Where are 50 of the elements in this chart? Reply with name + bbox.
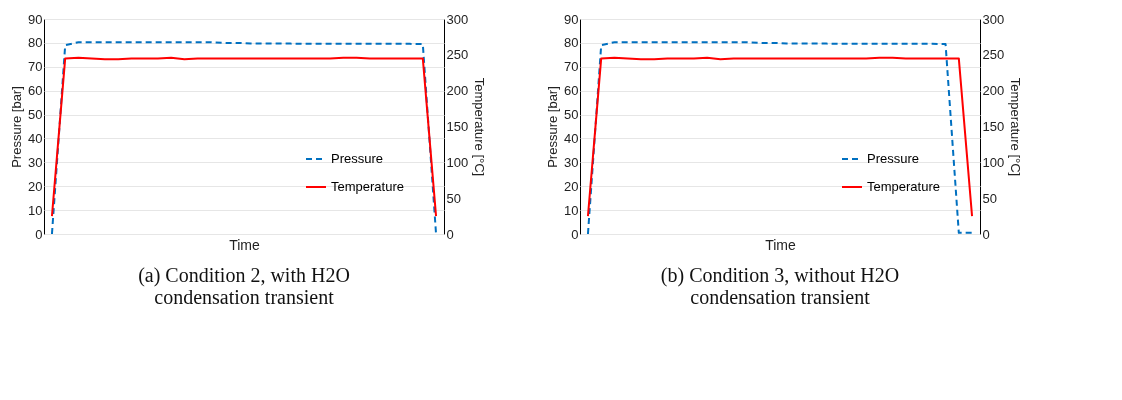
- y2-tick-label: 150: [982, 119, 1005, 134]
- y-tick-label: 10: [564, 202, 579, 218]
- y-tick-label: 20: [28, 178, 43, 194]
- y-tick-label: 90: [564, 11, 579, 27]
- y-tick-label: 60: [564, 83, 579, 99]
- y2-tick-label: 250: [446, 47, 469, 63]
- y-tick-label: 30: [28, 154, 43, 170]
- legend-label: Pressure: [867, 151, 920, 166]
- y2-tick-label: 100: [982, 154, 1005, 170]
- y-tick-label: 90: [28, 11, 43, 27]
- y-tick-label: 60: [28, 83, 43, 99]
- y-tick-label: 40: [564, 130, 579, 146]
- y-axis-title: Pressure [bar]: [9, 86, 25, 168]
- y2-axis-title: Temperature [°C]: [1008, 77, 1024, 177]
- y2-tick-label: 300: [982, 11, 1005, 27]
- legend-label: Temperature: [331, 179, 404, 194]
- line-series: [586, 41, 974, 235]
- line-series: [50, 56, 438, 218]
- line-series: [50, 41, 438, 235]
- y2-tick-label: 0: [982, 226, 990, 242]
- y-tick-label: 80: [28, 35, 43, 51]
- text: (a) Condition 2, with H2O condensation transient: [138, 264, 350, 308]
- y-tick-label: 20: [564, 178, 579, 194]
- y-tick-label: 50: [28, 107, 43, 123]
- y2-tick-label: 200: [446, 83, 469, 99]
- y-axis-title: Pressure [bar]: [545, 86, 561, 168]
- line-series: [586, 56, 974, 218]
- x-axis-title: Time: [229, 236, 261, 253]
- y-tick-label: 80: [564, 35, 579, 51]
- y-tick-label: 30: [564, 154, 579, 170]
- legend-label: Temperature: [867, 179, 940, 194]
- y2-tick-label: 250: [982, 47, 1005, 63]
- x-axis-title: Time: [765, 236, 797, 253]
- y-tick-label: 70: [28, 59, 43, 75]
- y-tick-label: 0: [571, 226, 579, 242]
- y2-tick-label: 50: [446, 190, 461, 206]
- y2-tick-label: 50: [982, 190, 997, 206]
- y2-tick-label: 0: [446, 226, 454, 242]
- y2-axis-title: Temperature [°C]: [472, 77, 488, 177]
- y-tick-label: 50: [564, 107, 579, 123]
- y-tick-label: 40: [28, 130, 43, 146]
- y2-tick-label: 300: [446, 11, 469, 27]
- legend-label: Pressure: [331, 151, 384, 166]
- y-tick-label: 70: [564, 59, 579, 75]
- text: (b) Condition 3, without H2O condensation transient: [660, 264, 900, 308]
- y-tick-label: 10: [28, 202, 43, 218]
- y2-tick-label: 200: [982, 83, 1005, 99]
- y2-tick-label: 100: [446, 154, 469, 170]
- y-tick-label: 0: [35, 226, 43, 242]
- y2-tick-label: 150: [446, 119, 469, 134]
